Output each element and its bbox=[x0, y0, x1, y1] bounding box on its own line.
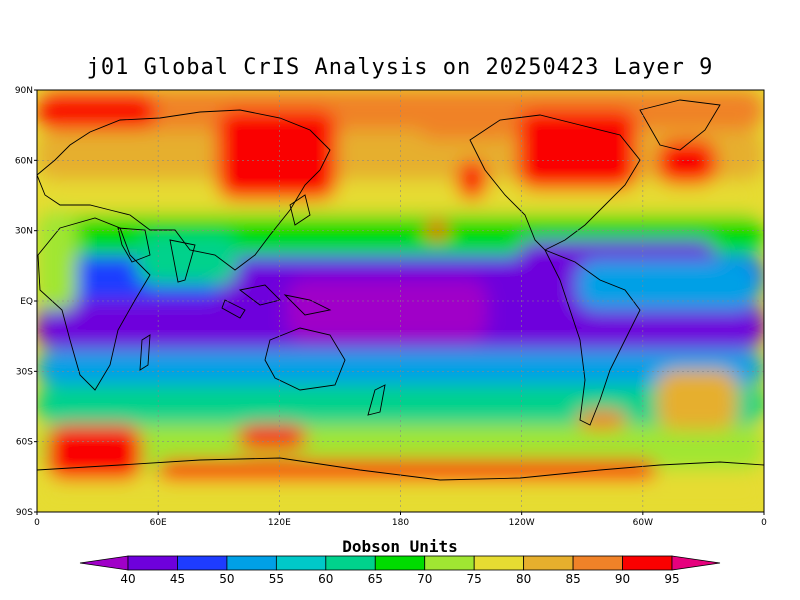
colorbar-segment bbox=[374, 555, 426, 571]
colorbar-tick-label: 95 bbox=[664, 572, 679, 586]
lon-label: 60W bbox=[633, 518, 653, 528]
colorbar-segment bbox=[226, 555, 277, 571]
colorbar-tick-label: 40 bbox=[120, 572, 135, 586]
colorbar-tick-label: 85 bbox=[565, 572, 580, 586]
colorbar-segment bbox=[275, 555, 327, 571]
colorbar-segment bbox=[177, 555, 228, 571]
lon-label: 120W bbox=[509, 518, 535, 528]
lon-label: 180 bbox=[392, 518, 409, 528]
colorbar-max-arrow bbox=[671, 555, 721, 571]
colorbar-segment bbox=[325, 555, 376, 571]
lon-label: 60E bbox=[150, 518, 167, 528]
lon-label: 120E bbox=[268, 518, 291, 528]
lat-label: 30N bbox=[15, 227, 33, 237]
colorbar-title: Dobson Units bbox=[342, 537, 458, 556]
coastlines bbox=[37, 99, 764, 481]
colorbar-tick-label: 75 bbox=[467, 572, 482, 586]
colorbar-tick-label: 65 bbox=[368, 572, 383, 586]
lon-label: 0 bbox=[761, 518, 767, 528]
colorbar-legend: 40 45 50 55 60 65 70 75 80 85 90 95 bbox=[79, 555, 721, 586]
colorbar-segment bbox=[127, 555, 178, 571]
colorbar-tick-label: 60 bbox=[318, 572, 333, 586]
graticule bbox=[37, 90, 764, 512]
colorbar-segment bbox=[424, 555, 475, 571]
lon-label: 0 bbox=[34, 518, 40, 528]
lat-label: 60N bbox=[15, 156, 33, 166]
colorbar-tick-label: 90 bbox=[615, 572, 630, 586]
colorbar-tick-label: 50 bbox=[219, 572, 234, 586]
colorbar-tick-label: 45 bbox=[170, 572, 185, 586]
colorbar-segment bbox=[473, 555, 525, 571]
lat-label: EQ bbox=[20, 297, 33, 307]
lat-label: 90S bbox=[16, 508, 33, 518]
colorbar-segment bbox=[572, 555, 623, 571]
colorbar-tick-label: 80 bbox=[516, 572, 531, 586]
map-title: j01 Global CrIS Analysis on 20250423 Lay… bbox=[86, 55, 714, 80]
colorbar-segment bbox=[523, 555, 574, 571]
colorbar-segment bbox=[622, 555, 673, 571]
lat-label: 60S bbox=[16, 438, 33, 448]
lat-label: 30S bbox=[16, 367, 33, 377]
colorbar-min-arrow bbox=[79, 555, 129, 571]
lat-label: 90N bbox=[15, 86, 33, 96]
colorbar-tick-label: 70 bbox=[417, 572, 432, 586]
colorbar-tick-label: 55 bbox=[269, 572, 284, 586]
